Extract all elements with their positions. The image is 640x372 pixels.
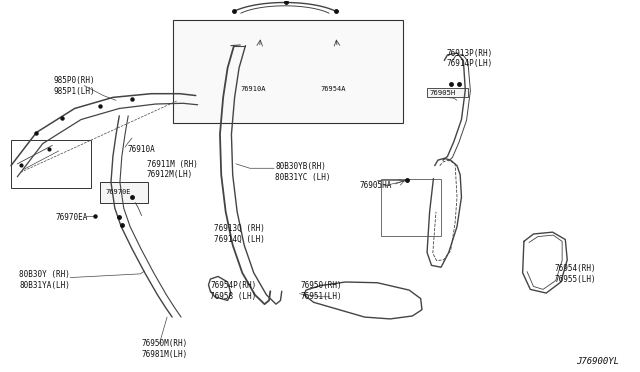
Text: 76954P(RH)
76958 (LH): 76954P(RH) 76958 (LH) [211, 281, 257, 301]
Text: 76954(RH)
76955(LH): 76954(RH) 76955(LH) [554, 264, 596, 284]
Text: 76970E: 76970E [105, 189, 131, 195]
Text: J76900YL: J76900YL [577, 357, 620, 366]
Bar [381, 179, 441, 236]
Text: 76910A: 76910A [241, 86, 266, 92]
Bar [173, 20, 403, 123]
Text: 76950(RH)
76951(LH): 76950(RH) 76951(LH) [301, 281, 342, 301]
Text: 76905HA: 76905HA [360, 182, 392, 190]
Text: 80B30Y (RH)
80B31YA(LH): 80B30Y (RH) 80B31YA(LH) [19, 270, 70, 290]
Text: 76954A: 76954A [320, 86, 346, 92]
Text: 76913Q (RH)
76914Q (LH): 76913Q (RH) 76914Q (LH) [214, 224, 264, 244]
Text: 76913P(RH)
76914P(LH): 76913P(RH) 76914P(LH) [446, 49, 492, 68]
Text: 76950M(RH)
76981M(LH): 76950M(RH) 76981M(LH) [141, 339, 188, 359]
Bar [100, 182, 148, 203]
Text: 76911M (RH)
76912M(LH): 76911M (RH) 76912M(LH) [147, 160, 198, 179]
Text: 76910A: 76910A [127, 145, 156, 154]
Bar [11, 140, 91, 188]
Text: 76905H: 76905H [429, 90, 456, 96]
Text: 76970EA: 76970EA [56, 213, 88, 222]
Text: 985P0(RH)
985P1(LH): 985P0(RH) 985P1(LH) [54, 76, 95, 96]
Text: 80B30YB(RH)
80B31YC (LH): 80B30YB(RH) 80B31YC (LH) [275, 162, 331, 182]
Bar [427, 88, 468, 97]
